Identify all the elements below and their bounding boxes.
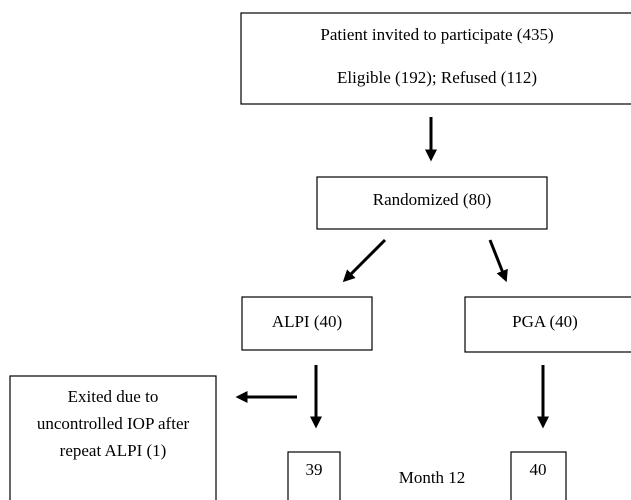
node-text: Eligible (192); Refused (112) bbox=[337, 68, 537, 87]
node-text: Patient invited to participate (435) bbox=[320, 25, 553, 44]
arrow bbox=[342, 238, 387, 283]
node-text: Exited due to bbox=[68, 387, 159, 406]
node-text: PGA (40) bbox=[512, 312, 578, 331]
box bbox=[316, 176, 548, 230]
node-exited: Exited due to uncontrolled IOP after rep… bbox=[9, 375, 217, 500]
node-randomized: Randomized (80) bbox=[316, 176, 548, 230]
node-text: 40 bbox=[530, 460, 547, 479]
node-text: ALPI (40) bbox=[272, 312, 342, 331]
node-alpi: ALPI (40) bbox=[241, 296, 373, 351]
node-text: repeat ALPI (1) bbox=[60, 441, 167, 460]
annotation: Month 12 bbox=[399, 468, 466, 487]
box bbox=[510, 451, 567, 500]
node-alpi-month12: 39 bbox=[287, 451, 341, 500]
box bbox=[240, 12, 631, 105]
node-pga: PGA (40) bbox=[464, 296, 631, 353]
node-invited: Patient invited to participate (435) Eli… bbox=[240, 12, 631, 105]
arrow bbox=[488, 239, 508, 283]
box bbox=[464, 296, 631, 353]
node-text: uncontrolled IOP after bbox=[37, 414, 190, 433]
box bbox=[9, 375, 217, 500]
box bbox=[241, 296, 373, 351]
node-text: Randomized (80) bbox=[373, 190, 492, 209]
box bbox=[287, 451, 341, 500]
node-pga-month12: 40 bbox=[510, 451, 567, 500]
node-text: 39 bbox=[306, 460, 323, 479]
